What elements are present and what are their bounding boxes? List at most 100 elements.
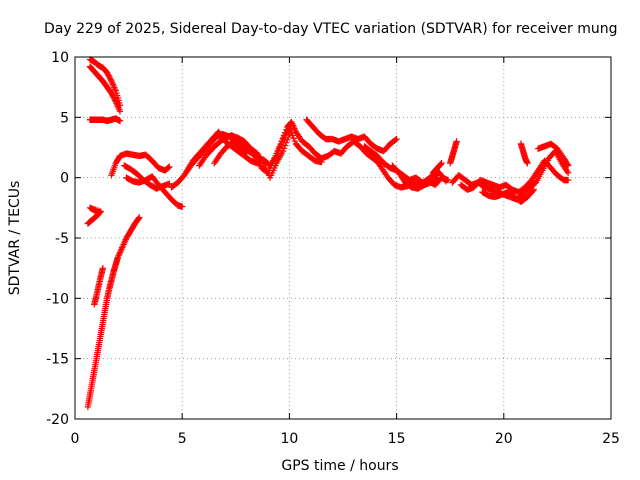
y-tick-label: 0 [60, 171, 69, 187]
data-point [453, 138, 460, 145]
x-tick-label: 25 [602, 431, 620, 447]
data-point [116, 108, 124, 115]
data-point [279, 147, 287, 155]
data-point [282, 139, 290, 146]
series-19 [447, 138, 460, 167]
data-point [281, 142, 289, 149]
data-point [564, 169, 572, 177]
series-21 [457, 157, 572, 196]
data-point [437, 160, 445, 168]
data-point [135, 215, 142, 222]
data-point [109, 92, 117, 100]
series-23 [517, 140, 531, 167]
x-tick-label: 15 [388, 431, 406, 447]
data-point [107, 76, 114, 83]
x-tick-labels: 0 5 10 15 20 25 [71, 431, 620, 447]
x-tick-label: 0 [71, 431, 80, 447]
data-point [434, 174, 441, 181]
grid [75, 57, 611, 419]
series-8 [123, 173, 186, 210]
chart-title: Day 229 of 2025, Sidereal Day-to-day VTE… [44, 21, 618, 37]
data-point [442, 178, 450, 185]
data-point [108, 91, 116, 98]
series-6 [91, 264, 107, 308]
data-point [179, 203, 186, 210]
data-point [105, 72, 112, 79]
series-3 [86, 115, 124, 125]
data-point [280, 145, 288, 152]
y-tick-label: -20 [46, 412, 69, 428]
data-point [111, 95, 118, 103]
series-22 [479, 186, 538, 205]
data-point [392, 136, 399, 144]
data-point [106, 75, 114, 82]
data-point [108, 90, 115, 97]
data-point [524, 159, 531, 167]
data-point [110, 94, 117, 101]
data-point [166, 180, 173, 187]
data-marks [84, 56, 572, 411]
y-tick-label: -10 [46, 291, 69, 307]
data-point [287, 126, 294, 134]
data-point [164, 164, 172, 172]
y-tick-label: -15 [46, 352, 69, 368]
data-point [92, 207, 99, 215]
data-point [286, 123, 293, 131]
data-point [564, 162, 572, 169]
series-9 [121, 162, 173, 192]
series-5 [84, 214, 143, 411]
data-point [111, 97, 119, 104]
series-14 [303, 116, 400, 155]
plot-frame [74, 56, 612, 420]
data-point [286, 131, 293, 138]
y-tick-labels: -20 -15 -10 -5 0 5 10 [46, 50, 69, 428]
series-13 [211, 138, 250, 167]
data-point [285, 133, 292, 141]
data-point [165, 164, 172, 171]
series-2 [86, 63, 124, 115]
data-point [276, 144, 283, 151]
series-24 [534, 140, 572, 169]
data-point [289, 132, 296, 139]
data-point [136, 214, 143, 221]
series-4 [84, 204, 104, 227]
data-point [441, 176, 449, 184]
data-point [438, 159, 445, 167]
x-tick-label: 10 [280, 431, 298, 447]
data-point [243, 150, 250, 157]
data-point [242, 149, 249, 156]
series-18 [429, 159, 445, 177]
y-tick-label: -5 [55, 231, 69, 247]
data-point [277, 141, 285, 148]
y-tick-label: 10 [51, 50, 69, 66]
data-point [278, 138, 286, 146]
data-point [291, 137, 298, 145]
data-point [99, 264, 107, 272]
x-tick-label: 20 [495, 431, 513, 447]
y-tick-label: 5 [60, 110, 69, 126]
data-point [564, 176, 572, 184]
data-point [106, 73, 113, 81]
data-point [529, 187, 536, 195]
data-point [104, 70, 112, 78]
data-point [166, 163, 173, 171]
series-12 [196, 131, 293, 181]
data-point [103, 69, 111, 76]
data-point [393, 135, 400, 143]
y-axis-label: SDTVAR / TECUs [7, 181, 23, 296]
data-point [318, 158, 325, 166]
data-point [284, 136, 291, 144]
data-point [290, 135, 297, 142]
data-point [93, 208, 100, 215]
series-1 [86, 56, 124, 109]
series-17 [389, 162, 441, 192]
data-point [433, 175, 440, 182]
x-tick-label: 5 [178, 431, 187, 447]
data-point [116, 117, 124, 125]
x-axis-label: GPS time / hours [281, 458, 398, 474]
data-point [275, 147, 282, 154]
series-7 [108, 150, 173, 179]
data-point [273, 152, 280, 160]
data-point [530, 186, 538, 193]
